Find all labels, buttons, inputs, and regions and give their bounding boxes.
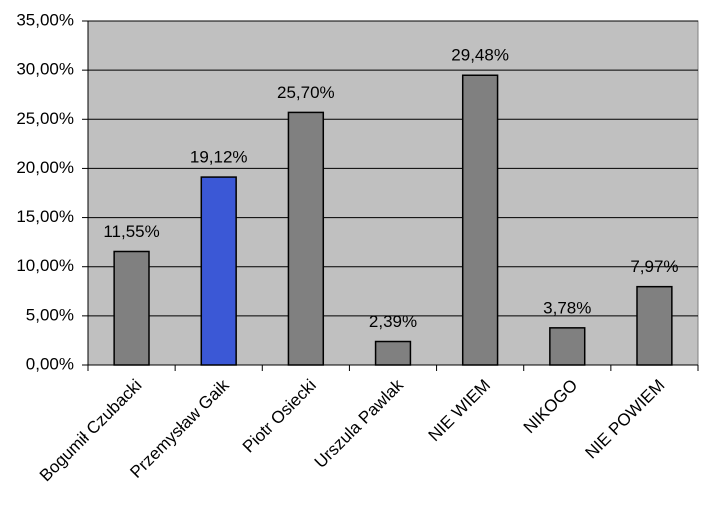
bar xyxy=(549,327,586,366)
y-tick-label: 5,00% xyxy=(26,305,74,324)
data-label: 25,70% xyxy=(277,83,335,102)
y-tick-label: 15,00% xyxy=(16,207,74,226)
y-tick-label: 35,00% xyxy=(16,10,74,29)
y-tick-label: 0,00% xyxy=(26,354,74,373)
bar xyxy=(636,285,673,366)
data-label: 7,97% xyxy=(630,257,678,276)
y-tick-label: 20,00% xyxy=(16,158,74,177)
bar xyxy=(374,340,412,366)
y-tick-label: 10,00% xyxy=(16,256,74,275)
x-tick-label: NIE WIEM xyxy=(425,376,495,446)
x-tick-label: NIE POWIEM xyxy=(582,376,669,463)
x-tick-label: NIKOGO xyxy=(520,376,582,438)
y-tick-label: 25,00% xyxy=(16,109,74,128)
bar xyxy=(461,74,499,366)
plot-area xyxy=(87,20,699,366)
data-label: 11,55% xyxy=(103,222,159,241)
x-tick-label: Urszula Pawlak xyxy=(311,375,408,472)
data-label: 2,39% xyxy=(369,312,417,331)
data-label: 29,48% xyxy=(451,46,509,65)
data-label: 19,12% xyxy=(190,148,248,167)
x-tick-label: Piotr Osiecki xyxy=(239,376,320,457)
bar xyxy=(200,176,237,366)
y-tick-label: 30,00% xyxy=(16,60,74,79)
bar xyxy=(287,111,325,366)
data-label: 3,78% xyxy=(543,298,591,317)
bar xyxy=(113,250,150,366)
